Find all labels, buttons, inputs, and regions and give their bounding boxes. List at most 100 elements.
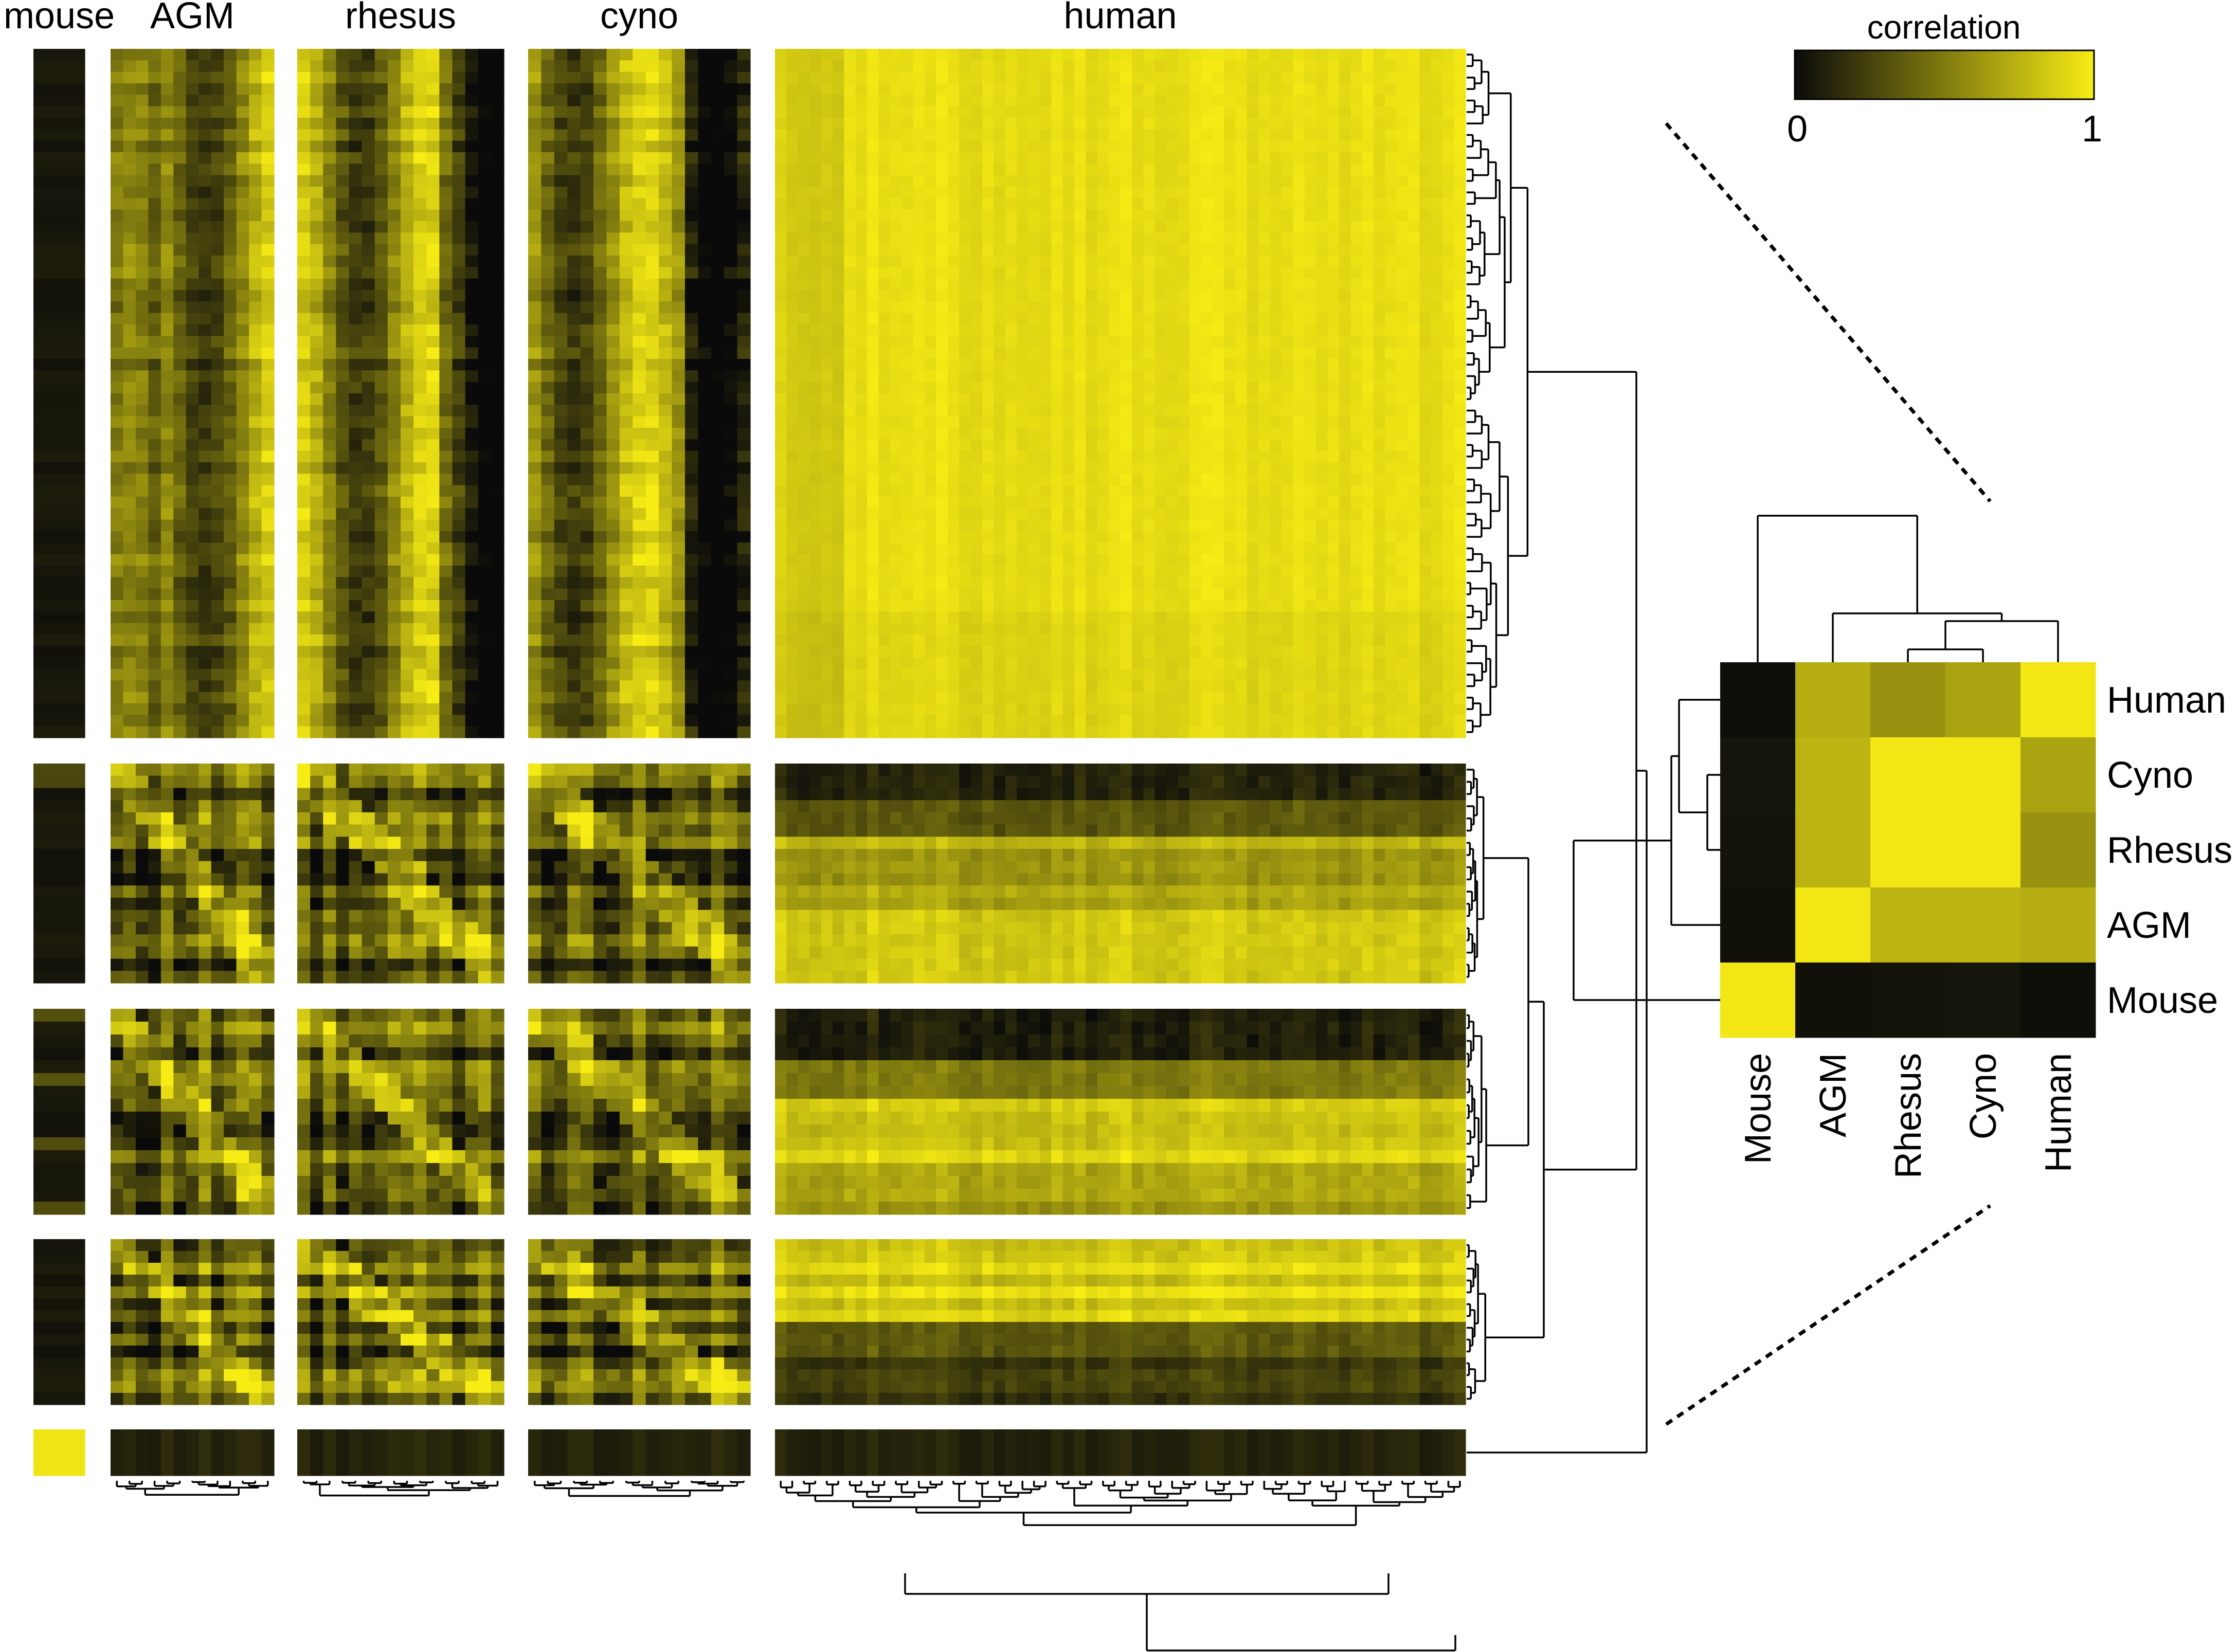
heatmap-cell [310, 336, 323, 348]
heatmap-cell [426, 634, 440, 646]
heatmap-cell [123, 278, 136, 291]
heatmap-cell [1062, 118, 1075, 130]
heatmap-cell [439, 118, 453, 130]
heatmap-cell [362, 267, 375, 279]
heatmap-cell [1350, 95, 1363, 107]
heatmap-cell [619, 462, 633, 474]
heatmap-cell [297, 324, 311, 336]
heatmap-cell [659, 382, 673, 394]
heatmap-cell [211, 370, 224, 383]
heatmap-cell [1201, 278, 1213, 291]
heatmap-cell [1396, 95, 1409, 107]
heatmap-cell [798, 301, 810, 314]
heatmap-cell [1017, 416, 1029, 428]
heatmap-cell [645, 577, 659, 589]
heatmap-cell [775, 152, 787, 164]
heatmap-cell [1362, 347, 1374, 359]
heatmap-cell [890, 118, 902, 130]
heatmap-cell [1074, 347, 1086, 359]
heatmap-cell [724, 623, 738, 635]
heatmap-cell [913, 324, 925, 336]
heatmap-cell [186, 187, 199, 198]
heatmap-cell [1154, 405, 1167, 417]
heatmap-cell [1154, 370, 1167, 383]
heatmap-cell [249, 71, 262, 84]
heatmap-cell [659, 232, 673, 245]
heatmap-cell [1454, 336, 1466, 348]
heatmap-cell [236, 450, 249, 463]
heatmap-cell [1143, 164, 1156, 176]
heatmap-cell [1097, 95, 1109, 107]
heatmap-cell [1166, 256, 1179, 267]
heatmap-cell [844, 439, 856, 451]
heatmap-cell [913, 232, 925, 245]
heatmap-cell [855, 405, 868, 417]
heatmap-cell [924, 129, 936, 141]
heatmap-cell [1419, 370, 1432, 383]
heatmap-cell [148, 221, 161, 233]
heatmap-cell [878, 244, 891, 256]
heatmap-cell [362, 508, 375, 520]
heatmap-cell [554, 106, 568, 118]
heatmap-cell [554, 623, 568, 635]
heatmap-cell [924, 198, 936, 210]
heatmap-cell [737, 232, 751, 245]
heatmap-cell [821, 60, 833, 72]
heatmap-cell [297, 129, 311, 141]
heatmap-cell [323, 600, 336, 612]
heatmap-cell [844, 187, 856, 198]
heatmap-cell [1017, 129, 1029, 141]
heatmap-cell [1062, 428, 1075, 440]
heatmap-cell [798, 49, 810, 61]
heatmap-cell [593, 566, 607, 577]
heatmap-cell [541, 715, 555, 727]
heatmap-cell [401, 301, 414, 314]
heatmap-cell [1017, 244, 1029, 256]
heatmap-cell [374, 221, 388, 233]
heatmap-cell [452, 680, 466, 693]
heatmap-cell [465, 669, 479, 681]
heatmap-cell [844, 209, 856, 222]
heatmap-cell [1154, 278, 1167, 291]
heatmap-cell [1408, 198, 1420, 210]
heatmap-cell [297, 164, 311, 176]
heatmap-cell [401, 49, 414, 61]
heatmap-cell [1189, 450, 1201, 463]
heatmap-cell [111, 519, 124, 532]
heatmap-cell [1062, 370, 1075, 383]
heatmap-cell [855, 313, 868, 325]
heatmap-cell [199, 359, 212, 371]
heatmap-cell [878, 301, 891, 314]
heatmap-cell [186, 359, 199, 371]
heatmap-cell [374, 611, 388, 624]
heatmap-cell [580, 221, 594, 233]
heatmap-cell [33, 416, 85, 428]
heatmap-cell [1166, 416, 1179, 428]
heatmap-cell [199, 588, 212, 601]
heatmap-cell [1235, 256, 1248, 267]
heatmap-cell [452, 474, 466, 486]
heatmap-cell [123, 508, 136, 520]
heatmap-cell [1051, 187, 1063, 198]
heatmap-cell [491, 232, 504, 245]
heatmap-cell [606, 462, 620, 474]
heatmap-cell [1109, 450, 1121, 463]
heatmap-cell [1143, 324, 1156, 336]
heatmap-cell [173, 359, 187, 371]
heatmap-cell [809, 152, 822, 164]
heatmap-cell [173, 95, 187, 107]
heatmap-cell [387, 83, 401, 95]
heatmap-cell [33, 71, 85, 84]
heatmap-cell [580, 474, 594, 486]
heatmap-cell [855, 359, 868, 371]
heatmap-cell [1039, 140, 1052, 153]
heatmap-cell [1454, 187, 1466, 198]
heatmap-cell [528, 209, 542, 222]
heatmap-cell [135, 244, 149, 256]
heatmap-cell [633, 324, 646, 336]
heatmap-cell [374, 474, 388, 486]
heatmap-cell [1362, 382, 1374, 394]
heatmap-cell [1097, 428, 1109, 440]
heatmap-cell [633, 359, 646, 371]
heatmap-cell [698, 726, 712, 738]
